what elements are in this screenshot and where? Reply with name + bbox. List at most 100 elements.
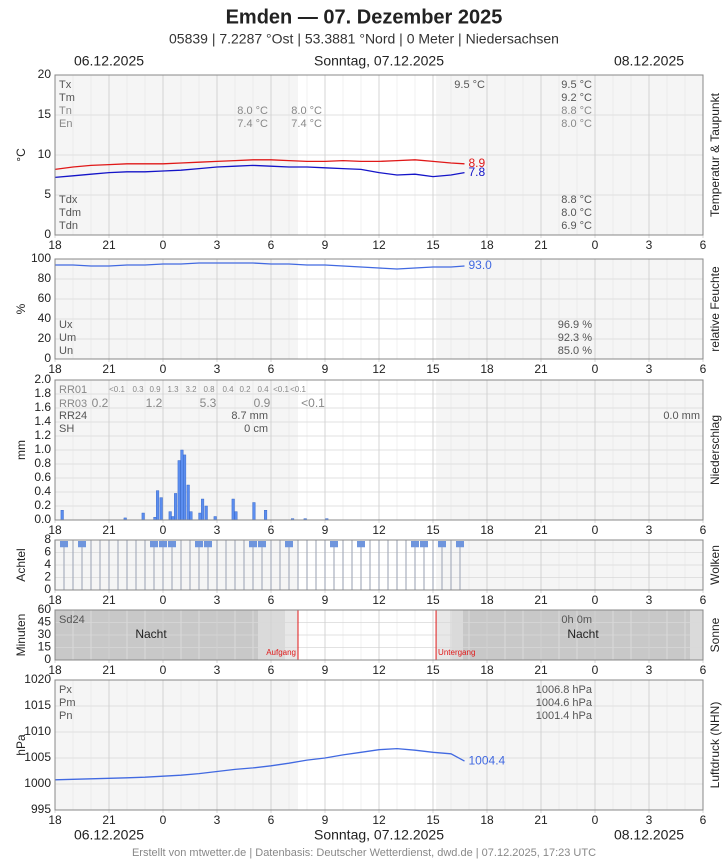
sky-patch — [60, 541, 68, 548]
y-tick-label: 1020 — [24, 672, 51, 686]
plot-frame — [54, 539, 704, 591]
stat-value: 0.3 — [132, 385, 144, 394]
x-tick-label: 3 — [646, 238, 653, 252]
precip-bar — [171, 516, 175, 521]
x-tick-label: 9 — [322, 593, 329, 607]
x-tick-label: 0 — [592, 663, 599, 677]
y-tick-label: 80 — [38, 271, 52, 285]
x-tick-label: 15 — [426, 523, 440, 537]
x-tick-label: 0 — [592, 813, 599, 827]
stat-label: Tn — [59, 105, 72, 117]
cloud-bar — [288, 546, 290, 590]
stat-label: En — [59, 118, 72, 130]
x-tick-label: 6 — [700, 362, 707, 376]
stat-value: <0.1 — [290, 385, 306, 394]
stat-label: Pm — [59, 697, 76, 709]
x-tick-label: 6 — [700, 593, 707, 607]
x-tick-label: 15 — [426, 593, 440, 607]
cloud-bar — [342, 540, 344, 590]
y-tick-label: 0.2 — [34, 498, 51, 512]
cloud-bar — [90, 540, 92, 590]
stat-value: 9.5 °C — [561, 79, 592, 91]
precip-bar — [177, 460, 181, 521]
end-label: 8.9 — [469, 156, 486, 170]
y-tick-label: 0.0 — [34, 512, 51, 526]
plot-frame — [54, 258, 704, 360]
precip-bar — [201, 498, 205, 521]
day-band — [298, 259, 437, 359]
x-tick-label: 6 — [700, 238, 707, 252]
stat-value: 0.2 — [239, 385, 251, 394]
x-tick-label: 9 — [322, 813, 329, 827]
series-line — [54, 159, 465, 171]
x-tick-label: 18 — [48, 593, 62, 607]
cloud-bar — [459, 546, 461, 590]
stat-label: RR03 — [59, 398, 87, 410]
stat-label: Tm — [59, 92, 75, 104]
y-tick-label: 60 — [38, 602, 52, 616]
stat-value: 1.3 — [167, 385, 179, 394]
x-tick-label: 15 — [426, 238, 440, 252]
x-tick-label: 18 — [48, 663, 62, 677]
stat-label: Tdm — [59, 207, 81, 219]
y-tick-label: 15 — [38, 640, 52, 654]
x-tick-label: 18 — [480, 593, 494, 607]
y-tick-label: 60 — [38, 291, 52, 305]
x-tick-label: 21 — [534, 362, 548, 376]
date-right: 08.12.2025 — [614, 53, 684, 69]
stat-value: 8.0 °C — [561, 118, 592, 130]
precip-bar — [264, 510, 268, 521]
y-tick-label: 0.6 — [34, 470, 51, 484]
precip-bar — [204, 505, 208, 521]
cloud-bar — [441, 546, 443, 590]
panel: 0 20 40 60 80 100 18 21 0 3 6 9 12 15 18 21 0 3 6% relative… — [14, 251, 722, 376]
stat-value: 92.3 % — [558, 332, 592, 344]
stat-value: 0.2 — [92, 396, 109, 410]
y-tick-label: 995 — [31, 802, 51, 816]
precip-bar — [198, 512, 202, 521]
stat-label: Tdx — [59, 194, 78, 206]
y-tick-label: 45 — [38, 615, 52, 629]
cloud-bar — [396, 540, 398, 590]
night-label: Nacht — [135, 627, 167, 641]
y-tick-label: 1005 — [24, 750, 51, 764]
stat-value: 8.0 °C — [291, 105, 322, 117]
stat-value: 1.2 — [146, 396, 163, 410]
y-tick-label: 0.8 — [34, 456, 51, 470]
date-center: Sonntag, 07.12.2025 — [314, 53, 444, 69]
stat-value: 8.0 °C — [237, 105, 268, 117]
x-tick-label: 0 — [160, 663, 167, 677]
stat-value: 8.0 °C — [561, 207, 592, 219]
panel: 0.00.20.40.60.81.01.21.41.61.82.018 21 0 3 6… — [14, 372, 722, 537]
stat-value: 0.8 — [203, 385, 215, 394]
sky-patch — [330, 541, 338, 548]
y-axis-label: % — [14, 303, 28, 314]
cloud-bar — [279, 540, 281, 590]
cloud-bar — [126, 540, 128, 590]
date-center: Sonntag, 07.12.2025 — [314, 827, 444, 843]
cloud-bar — [450, 540, 452, 590]
date-left: 06.12.2025 — [74, 827, 144, 843]
cloud-bar — [81, 546, 83, 590]
x-tick-label: 3 — [214, 663, 221, 677]
y-tick-label: 30 — [38, 627, 52, 641]
side-label: Luftdruck (NHN) — [708, 702, 722, 789]
sky-patch — [78, 541, 86, 548]
sky-patch — [438, 541, 446, 548]
y-tick-label: 4 — [44, 557, 51, 571]
stat-label: SH — [59, 423, 74, 435]
x-tick-label: 0 — [160, 362, 167, 376]
y-tick-label: 100 — [31, 251, 51, 265]
cloud-bar — [198, 546, 200, 590]
stat-value: 0.9 — [254, 396, 271, 410]
plot-frame — [54, 609, 704, 661]
sky-patch — [420, 541, 428, 548]
stat-value: 0 cm — [244, 423, 268, 435]
x-tick-label: 12 — [372, 663, 386, 677]
y-tick-label: 10 — [38, 147, 52, 161]
precip-bar — [231, 498, 235, 521]
stat-value: 8.8 °C — [561, 105, 592, 117]
sun-event-label: Aufgang — [266, 648, 296, 657]
cloud-bar — [162, 546, 164, 590]
side-label: Wolken — [708, 545, 722, 585]
